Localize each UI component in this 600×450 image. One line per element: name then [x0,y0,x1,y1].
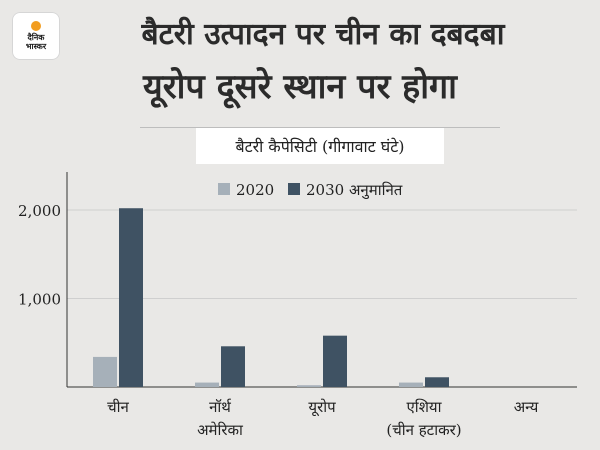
bar [195,382,219,387]
headline-divider [140,127,500,128]
y-tick-label: 1,000 [18,291,61,309]
x-tick-label: (चीन हटाकर) [386,421,461,439]
legend-label: 2030 अनुमानित [306,181,403,200]
logo-text-line1: दैनिक [27,33,45,42]
x-tick-label: चीन [107,398,129,416]
headline-line2: यूरोप दूसरे स्थान पर होगा [142,67,457,107]
x-tick-label: एशिया [407,398,443,416]
bar [323,335,347,387]
x-tick-label: अमेरिका [197,421,244,439]
logo-text-line2: भास्कर [25,42,47,51]
legend-swatch [288,183,300,195]
bar [93,356,117,387]
bar [221,346,245,387]
y-tick-label: 2,000 [18,202,61,220]
dainik-bhaskar-logo: दैनिक भास्कर [12,12,60,60]
headline-line1: बैटरी उत्पादन पर चीन का दबदबा [141,17,505,52]
x-tick-label: अन्य [514,398,539,416]
chart-title: बैटरी कैपेसिटी (गीगावाट घंटे) [196,128,444,164]
x-tick-label: यूरोप [308,398,336,417]
bar [119,208,143,387]
bar [399,382,423,387]
bar [425,377,449,387]
sun-logo-icon [31,21,41,31]
x-tick-label: नॉर्थ [209,398,232,416]
legend-label: 2020 [236,181,274,199]
legend-swatch [218,183,230,195]
bar [297,385,321,387]
